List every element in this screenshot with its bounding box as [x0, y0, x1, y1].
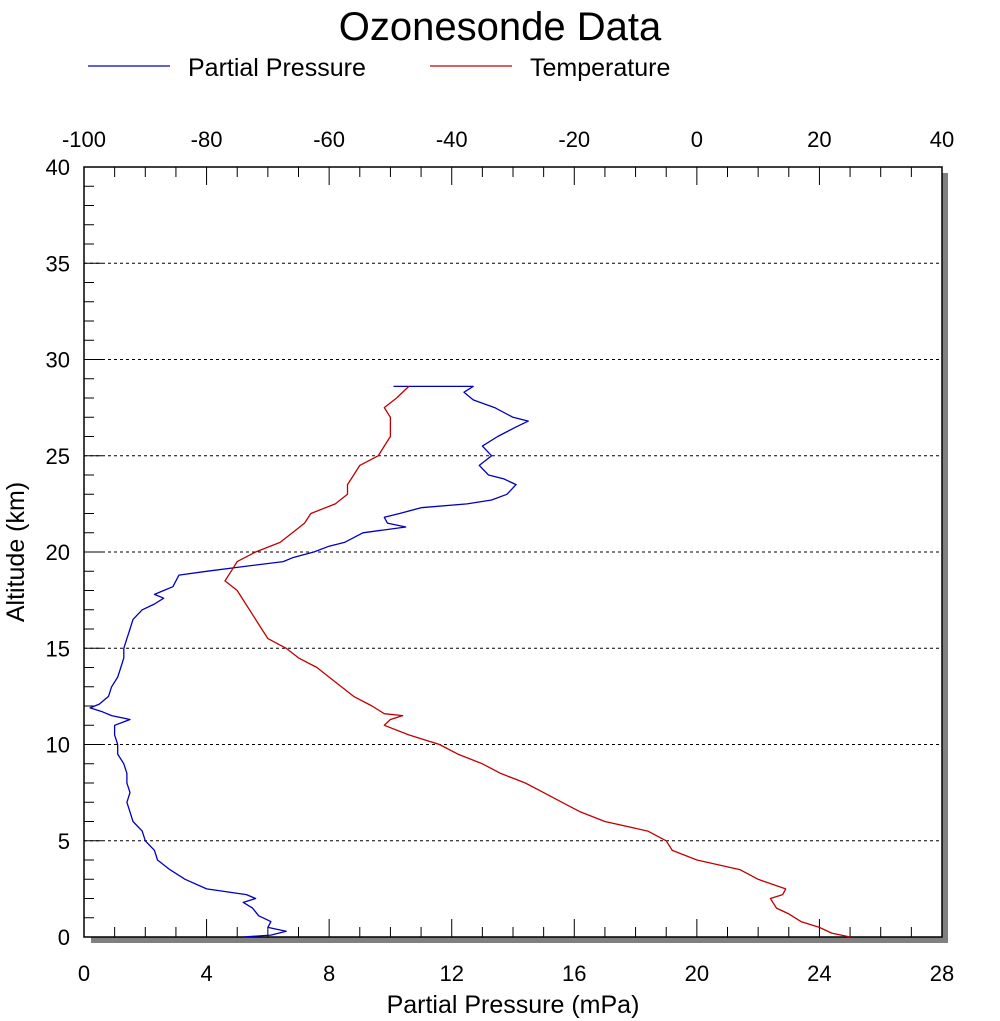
legend-label-temperature: Temperature: [530, 54, 670, 82]
x2-tick-label: -60: [313, 127, 345, 152]
y-tick-label: 20: [46, 540, 70, 565]
y-tick-label: 10: [46, 733, 70, 758]
chart-title: Ozonesonde Data: [339, 5, 662, 49]
y-tick-label: 40: [46, 155, 70, 180]
y-tick-label: 35: [46, 251, 70, 276]
y-tick-label: 30: [46, 348, 70, 373]
x-tick-label: 8: [323, 961, 335, 986]
x-tick-label: 4: [200, 961, 212, 986]
x2-tick-label: 40: [930, 127, 954, 152]
series-line-partial-pressure: [89, 385, 529, 938]
y-tick-label: 15: [46, 636, 70, 661]
x2-tick-label: -40: [436, 127, 468, 152]
y-tick-label: 5: [58, 829, 70, 854]
y-axis-label: Altitude (km): [2, 482, 30, 622]
x-tick-label: 28: [930, 961, 954, 986]
x-tick-label: 0: [78, 961, 90, 986]
legend: Partial Pressure Temperature: [88, 54, 670, 82]
y-tick-label: 0: [58, 925, 70, 950]
axis-ticks: 0 5 10 15 20 25 30 35 40 0 4 8 12 16 20 24 28 -100 -80 -60 -…: [46, 127, 955, 986]
gridlines: [84, 262, 942, 842]
x2-tick-label: -80: [191, 127, 223, 152]
x2-tick-label: 20: [807, 127, 831, 152]
x-tick-label: 16: [562, 961, 586, 986]
series-line-temperature: [224, 385, 851, 938]
x-tick-label: 20: [685, 961, 709, 986]
y-tick-label: 25: [46, 444, 70, 469]
series-lines: [89, 385, 851, 938]
x-tick-label: 24: [807, 961, 831, 986]
x-tick-label: 12: [439, 961, 463, 986]
x-axis-label: Partial Pressure (mPa): [387, 991, 640, 1019]
legend-label-partial-pressure: Partial Pressure: [188, 54, 366, 82]
x2-tick-label: -20: [558, 127, 590, 152]
x2-tick-label: 0: [691, 127, 703, 152]
x2-tick-label: -100: [62, 127, 106, 152]
